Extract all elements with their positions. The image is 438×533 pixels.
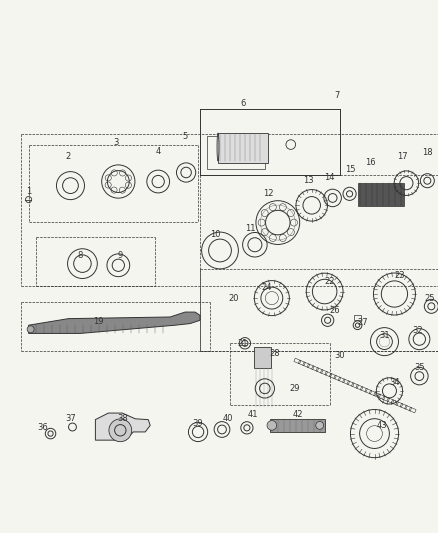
Bar <box>390 400 397 405</box>
Text: 20: 20 <box>228 294 239 303</box>
Bar <box>324 372 331 377</box>
Text: 19: 19 <box>93 317 103 326</box>
Text: 2: 2 <box>66 152 71 161</box>
Bar <box>328 373 336 379</box>
Bar <box>368 390 375 396</box>
Text: 27: 27 <box>357 318 367 327</box>
Text: 26: 26 <box>328 306 339 315</box>
Text: 31: 31 <box>378 330 389 340</box>
Bar <box>333 375 340 381</box>
Text: 37: 37 <box>65 414 76 423</box>
Bar <box>351 383 358 389</box>
Text: 35: 35 <box>413 364 424 373</box>
Text: 10: 10 <box>209 230 220 239</box>
Circle shape <box>27 326 34 333</box>
Text: 5: 5 <box>182 132 187 141</box>
Text: 32: 32 <box>411 326 422 335</box>
Bar <box>364 389 371 394</box>
Text: 18: 18 <box>421 148 432 157</box>
Bar <box>395 401 402 407</box>
Text: 39: 39 <box>192 419 203 428</box>
Bar <box>346 381 353 386</box>
Bar <box>298 360 304 366</box>
Text: 21: 21 <box>237 339 247 348</box>
Text: 1: 1 <box>26 187 31 196</box>
Text: 11: 11 <box>244 224 254 233</box>
Bar <box>315 368 322 373</box>
Bar <box>355 385 362 390</box>
Polygon shape <box>95 413 150 440</box>
Text: 4: 4 <box>155 148 160 157</box>
Bar <box>293 358 300 364</box>
Text: 3: 3 <box>113 138 119 147</box>
Text: 42: 42 <box>292 410 302 419</box>
Text: 36: 36 <box>37 423 48 432</box>
Text: 25: 25 <box>423 294 434 303</box>
Circle shape <box>315 422 323 429</box>
Text: 34: 34 <box>388 378 399 387</box>
Text: 15: 15 <box>345 165 355 174</box>
Text: 43: 43 <box>375 421 386 430</box>
Bar <box>218 133 267 163</box>
Circle shape <box>266 421 276 430</box>
Text: 30: 30 <box>334 351 344 360</box>
Text: 23: 23 <box>393 271 404 280</box>
Text: 13: 13 <box>303 176 313 185</box>
Bar <box>342 379 349 385</box>
Circle shape <box>109 419 131 442</box>
Text: 6: 6 <box>240 99 245 108</box>
Bar <box>320 369 327 375</box>
Text: 14: 14 <box>324 173 334 182</box>
Bar <box>381 396 389 401</box>
Text: 22: 22 <box>324 277 334 286</box>
Bar <box>337 377 344 383</box>
Bar <box>357 183 403 206</box>
Text: 41: 41 <box>247 410 258 419</box>
Ellipse shape <box>216 133 219 161</box>
Text: 38: 38 <box>117 414 127 423</box>
Text: 8: 8 <box>78 251 83 260</box>
Bar <box>253 347 271 368</box>
Bar <box>360 386 367 392</box>
Text: 40: 40 <box>222 414 233 423</box>
Bar <box>307 364 314 369</box>
Bar <box>399 403 406 409</box>
Text: 29: 29 <box>289 384 299 393</box>
Bar <box>386 398 393 403</box>
Text: 28: 28 <box>269 350 279 358</box>
Text: 16: 16 <box>364 158 375 167</box>
Text: 9: 9 <box>117 251 123 260</box>
Text: 17: 17 <box>396 151 407 160</box>
Bar <box>408 407 415 413</box>
Text: 7: 7 <box>333 91 339 100</box>
Polygon shape <box>28 312 200 334</box>
Bar <box>353 315 360 320</box>
Bar <box>377 394 384 400</box>
Bar <box>207 136 264 169</box>
Bar <box>404 406 411 411</box>
Bar <box>373 392 380 398</box>
Text: 12: 12 <box>262 189 272 198</box>
Bar <box>302 362 309 368</box>
Bar <box>311 366 318 372</box>
Bar <box>269 419 324 432</box>
Text: 24: 24 <box>261 283 272 292</box>
